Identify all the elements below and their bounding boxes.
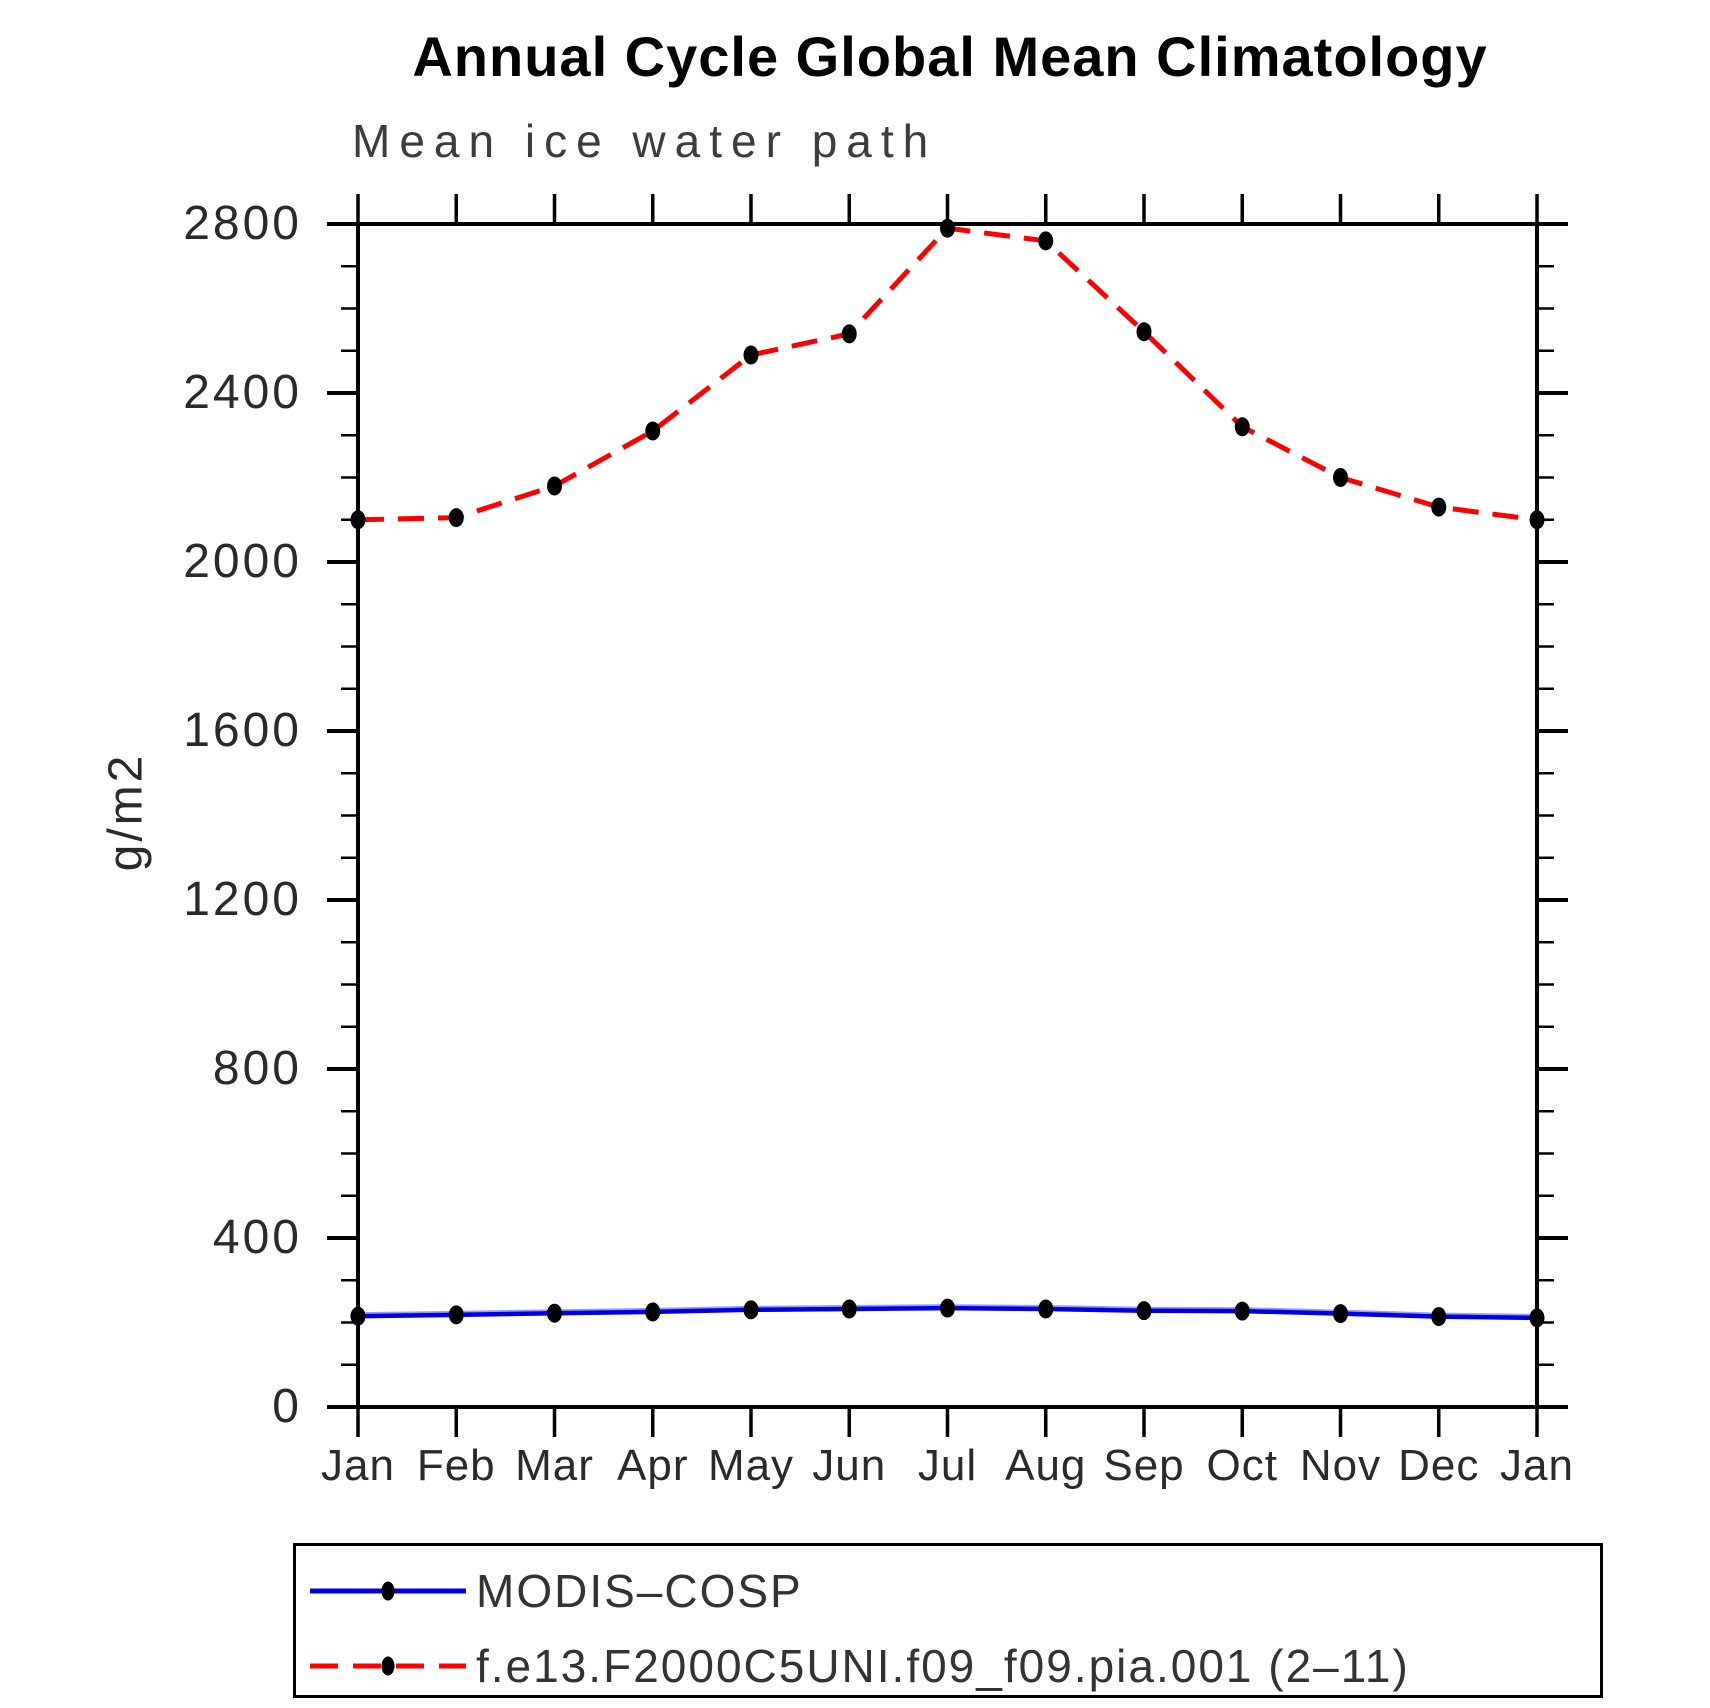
y-tick-label: 2000	[183, 535, 302, 588]
legend-marker	[381, 1656, 395, 1676]
x-tick-label: Mar	[515, 1441, 594, 1490]
data-point-marker-modis-cosp	[1333, 1304, 1348, 1324]
legend-line-sample-model-run	[310, 1656, 466, 1676]
data-point-marker-model-run	[1136, 322, 1152, 342]
data-point-marker-model-run	[547, 476, 562, 496]
legend-line-sample-modis-cosp	[310, 1581, 466, 1601]
data-point-marker-model-run	[1529, 510, 1545, 530]
data-point-marker-model-run	[1234, 417, 1250, 437]
x-tick-label: Aug	[1005, 1441, 1087, 1490]
x-tick-label: Nov	[1299, 1441, 1382, 1490]
data-point-marker-modis-cosp	[1038, 1299, 1054, 1319]
data-point-marker-model-run	[1431, 497, 1447, 517]
data-point-marker-modis-cosp	[350, 1306, 366, 1326]
data-point-marker-model-run	[743, 345, 759, 365]
y-tick-label: 1600	[183, 704, 302, 757]
legend-label-model-run: f.e13.F2000C5UNI.f09_f09.pia.001 (2–11)	[476, 1640, 1410, 1692]
data-point-marker-modis-cosp	[1136, 1301, 1152, 1321]
data-point-marker-modis-cosp	[547, 1303, 562, 1323]
data-point-marker-model-run	[1333, 468, 1348, 487]
data-point-marker-model-run	[448, 508, 464, 528]
y-tick-label: 800	[212, 1042, 302, 1095]
data-point-marker-model-run	[841, 324, 857, 344]
y-tick-label: 2400	[183, 366, 302, 419]
x-tick-label: Jul	[917, 1441, 978, 1490]
legend-marker	[381, 1581, 395, 1601]
series-line-model-run	[357, 225, 1538, 523]
x-tick-label: Jan	[1500, 1441, 1574, 1490]
data-point-marker-modis-cosp	[743, 1300, 759, 1320]
data-point-marker-modis-cosp	[940, 1298, 955, 1318]
x-tick-label: Dec	[1398, 1441, 1480, 1490]
x-tick-label: Sep	[1103, 1441, 1185, 1490]
x-tick-label: Apr	[617, 1441, 689, 1490]
data-point-marker-model-run	[940, 218, 955, 238]
y-tick-label: 2800	[183, 197, 302, 250]
data-point-marker-modis-cosp	[1234, 1301, 1250, 1321]
legend-label-modis-cosp: MODIS–COSP	[476, 1565, 803, 1617]
data-point-marker-modis-cosp	[1431, 1307, 1447, 1327]
legend-entry-model-run: f.e13.F2000C5UNI.f09_f09.pia.001 (2–11)	[308, 1640, 1410, 1692]
plot-frame	[356, 222, 1539, 1409]
data-point-marker-model-run	[645, 421, 661, 441]
y-tick-label: 0	[272, 1380, 302, 1433]
data-point-marker-modis-cosp	[448, 1305, 464, 1325]
data-point-marker-model-run	[1038, 231, 1054, 251]
legend-entry-modis-cosp: MODIS–COSP	[308, 1565, 803, 1617]
x-tick-label: Feb	[416, 1441, 496, 1490]
x-tick-label: Jan	[321, 1441, 395, 1490]
x-tick-label: Jun	[812, 1441, 887, 1490]
legend-box: MODIS–COSP f.e13.F2000C5UNI.f09_f09.pia.…	[293, 1543, 1603, 1698]
x-tick-label: May	[707, 1441, 795, 1490]
chart-subtitle: Mean ice water path	[352, 115, 938, 167]
y-tick-label: 400	[212, 1211, 302, 1264]
data-point-marker-model-run	[350, 510, 366, 530]
data-point-marker-modis-cosp	[1529, 1308, 1545, 1328]
data-point-marker-modis-cosp	[841, 1299, 857, 1319]
x-tick-label: Oct	[1206, 1441, 1278, 1490]
data-point-marker-modis-cosp	[645, 1302, 661, 1322]
chart-title: Annual Cycle Global Mean Climatology	[412, 25, 1488, 88]
y-tick-label: 1200	[183, 873, 302, 926]
